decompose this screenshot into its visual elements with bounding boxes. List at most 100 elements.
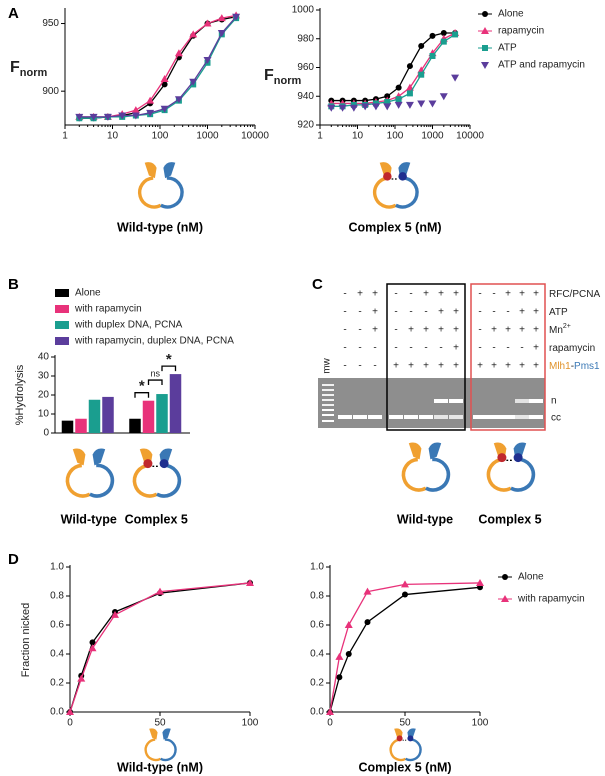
marker [364,619,371,626]
lane-sign: + [438,325,444,336]
icon-complex-5 [391,728,421,760]
x-tick-label: 10 [107,131,119,142]
series-line [329,582,481,713]
marker [501,595,509,602]
marker [89,113,98,121]
x-tick-label: 10 [352,131,364,142]
x-tick-label: 100 [242,718,259,729]
bar [129,418,141,433]
x-tick-label: 10000 [241,131,269,142]
legend-label: with rapamycin [517,594,585,605]
y-tick-label: 900 [42,86,59,97]
lane-sign: + [519,289,525,300]
group-label: Complex 5 [125,512,188,526]
marker [146,96,155,104]
marker [174,96,183,104]
y-tick-label: 40 [38,352,50,363]
marker [451,74,460,82]
marker [146,109,155,117]
marker [481,62,489,69]
lane-sign: - [358,325,361,336]
marker [189,30,198,38]
icon-complex-5 [134,449,179,496]
marker [417,100,426,108]
y-axis-label: Fraction nicked [20,603,32,678]
lane-sign: + [453,289,459,300]
y-tick-label: 1.0 [50,562,64,573]
marker [402,591,408,598]
lane-sign: + [519,325,525,336]
lane-sign: - [492,289,495,300]
marker [336,674,343,681]
gel-band [434,415,448,419]
legend-label: with duplex DNA, PCNA [74,320,183,331]
marker [429,53,436,59]
lane-sign: - [409,343,412,354]
lane-sign: + [438,289,444,300]
x-axis-label: Complex 5 (nM) [348,220,441,234]
series-line [79,16,237,119]
x-tick-label: 50 [154,718,166,729]
lane-sign: - [343,289,346,300]
y-tick-label: 0.0 [310,707,324,718]
lane-sign: - [424,343,427,354]
gel-band [487,415,501,419]
lane-sign: - [409,289,412,300]
marker [345,651,352,657]
y-tick-label: 0.8 [50,591,64,602]
marker [482,11,488,17]
significance-label: * [166,351,172,368]
group-label: Complex 5 [478,512,541,526]
marker [88,644,97,652]
panel-label: B [8,276,19,293]
marker [482,45,488,51]
gel-band [515,415,529,419]
lane-sign: - [492,307,495,318]
significance-label: * [139,378,145,395]
marker [418,71,425,78]
condition-label: RFC/PCNA [549,289,600,300]
marker [502,574,508,580]
lane-sign: - [394,307,397,318]
protein-label: Mlh1-Pms1 [549,361,600,372]
ladder-band [322,399,334,401]
significance-bracket [134,392,150,398]
lane-sign: + [393,361,399,372]
marker [384,99,391,105]
marker [452,31,459,38]
y-tick-label: 0.0 [50,707,64,718]
condition-name: RFC/PCNA [549,289,600,300]
lane-sign: + [505,325,511,336]
lane-sign: - [343,361,346,372]
icon-complex-5 [488,443,533,490]
gel-band [515,399,529,403]
lane-sign: - [358,361,361,372]
y-label-sub: norm [274,75,302,87]
lane-sign: + [438,307,444,318]
lane-sign: + [372,289,378,300]
marker [160,105,169,113]
y-tick-label: 20 [38,390,50,401]
marker [395,96,402,103]
lane-sign: + [505,361,511,372]
box-wild-type [386,283,466,431]
lane-sign: + [491,361,497,372]
marker [189,78,198,86]
lane-sign: - [394,343,397,354]
lane-sign: - [358,343,361,354]
lane-sign: + [423,325,429,336]
x-axis-label: Complex 5 (nM) [358,760,451,774]
legend-swatch [55,289,69,297]
condition-name: rapamycin [549,343,595,354]
y-label-main: F [10,59,20,76]
marker [363,587,372,595]
y-axis-label: Fnorm [264,67,302,87]
marker [246,578,254,586]
series-line [69,582,251,713]
lane-sign: - [520,343,523,354]
lane-sign: + [533,343,539,354]
y-tick-label: 0.6 [310,620,324,631]
y-tick-label: 1.0 [310,562,324,573]
lane-sign: + [408,361,414,372]
